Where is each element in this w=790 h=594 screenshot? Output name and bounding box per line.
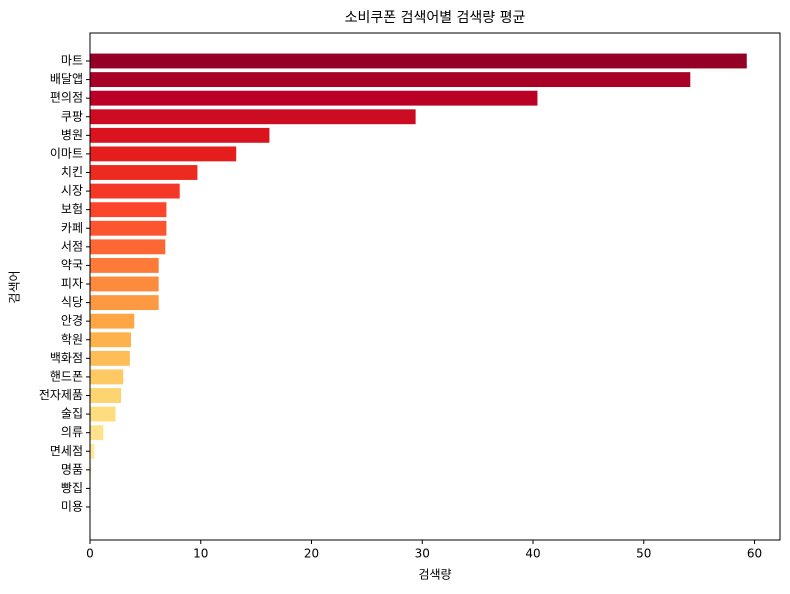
- bar: [90, 165, 197, 180]
- y-tick-label: 배달앱: [50, 72, 83, 86]
- y-axis-label: 검색어: [8, 270, 22, 303]
- y-tick-label: 치킨: [61, 165, 83, 179]
- bar: [90, 388, 121, 403]
- bar: [90, 425, 103, 440]
- y-tick-label: 편의점: [50, 91, 83, 105]
- bar: [90, 351, 130, 366]
- bar: [90, 221, 166, 236]
- bar: [90, 444, 94, 459]
- y-tick-label: 쿠팡: [61, 109, 83, 123]
- y-tick-label: 빵집: [61, 481, 83, 495]
- bar: [90, 258, 159, 273]
- y-tick-label: 약국: [61, 257, 83, 272]
- y-tick-label: 시장: [61, 184, 83, 198]
- y-tick-label: 학원: [61, 332, 83, 346]
- y-tick-label: 면세점: [50, 444, 83, 458]
- bar: [90, 128, 269, 143]
- y-tick-label: 안경: [61, 314, 83, 328]
- bar: [90, 146, 236, 161]
- y-tick-label: 서점: [61, 239, 83, 253]
- y-tick-label: 명품: [61, 462, 83, 476]
- y-tick-label: 카페: [61, 221, 83, 235]
- x-tick-label: 0: [86, 547, 94, 561]
- bar: [90, 407, 115, 422]
- x-tick-label: 20: [304, 547, 319, 561]
- bar: [90, 369, 123, 384]
- chart-title: 소비쿠폰 검색어별 검색량 평균: [345, 10, 526, 26]
- bar: [90, 109, 416, 124]
- y-tick-label: 보험: [61, 202, 83, 216]
- x-tick-label: 10: [193, 547, 208, 561]
- bar: [90, 277, 159, 292]
- y-tick-label: 식당: [61, 295, 83, 309]
- y-tick-label: 이마트: [50, 146, 83, 160]
- bar: [90, 202, 166, 217]
- bar: [90, 91, 537, 106]
- x-tick-label: 50: [636, 547, 651, 561]
- plot-frame: [90, 33, 780, 540]
- x-tick-label: 60: [747, 547, 762, 561]
- x-axis-label: 검색량: [418, 568, 451, 582]
- bar: [90, 54, 747, 69]
- bar: [90, 314, 134, 329]
- y-tick-label: 전자제품: [39, 388, 83, 402]
- bar: [90, 332, 131, 347]
- x-tick-label: 30: [415, 547, 430, 561]
- y-tick-label: 핸드폰: [50, 368, 83, 383]
- bar: [90, 184, 180, 199]
- y-tick-label: 미용: [61, 500, 83, 514]
- bar: [90, 239, 165, 254]
- x-tick-label: 40: [525, 547, 540, 561]
- bar: [90, 295, 159, 310]
- y-tick-label: 술집: [61, 407, 83, 421]
- y-tick-label: 피자: [61, 277, 83, 291]
- y-tick-label: 마트: [61, 54, 83, 68]
- y-tick-label: 병원: [61, 128, 83, 142]
- y-tick-label: 의류: [61, 425, 83, 439]
- y-tick-label: 백화점: [50, 351, 83, 365]
- bar: [90, 72, 690, 87]
